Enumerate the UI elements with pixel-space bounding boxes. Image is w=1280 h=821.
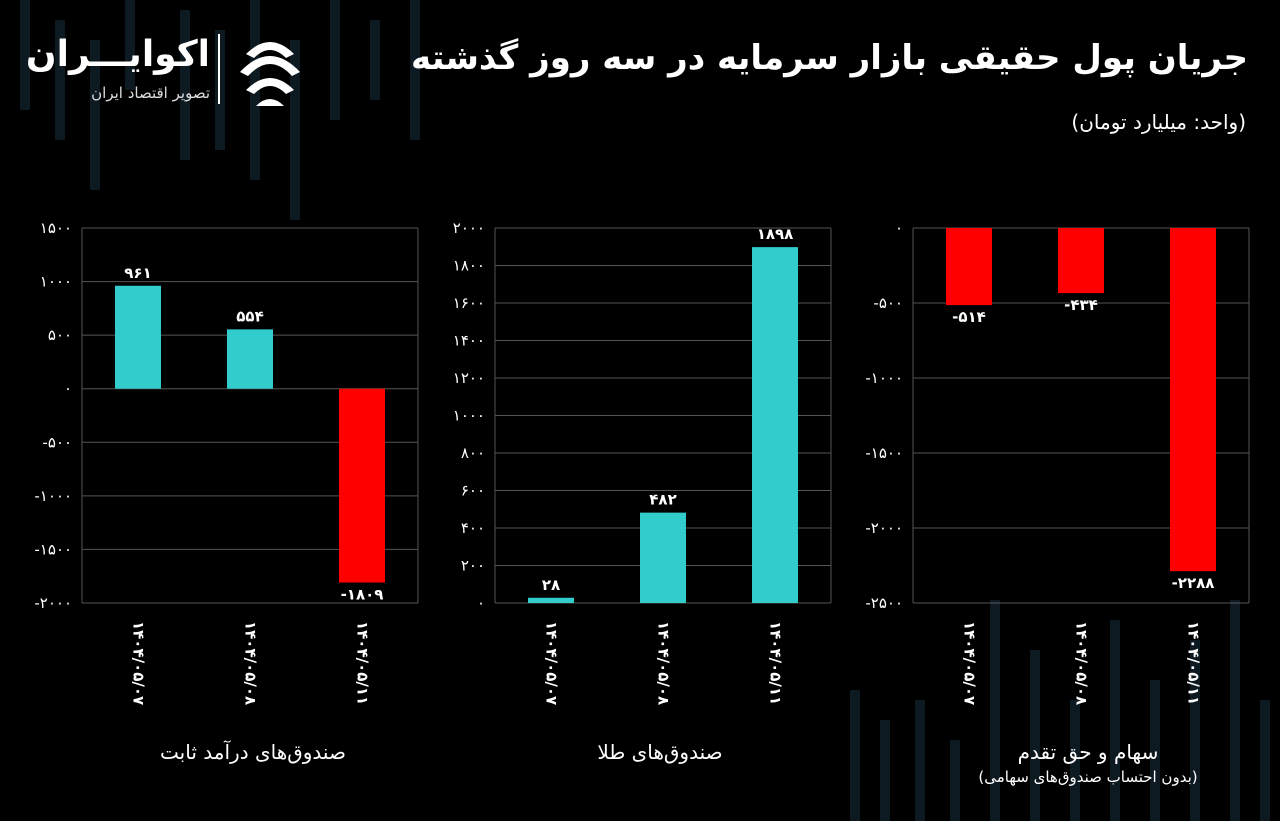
data-label: ۹۶۱ xyxy=(124,264,151,282)
bar xyxy=(1058,228,1104,294)
background-candle xyxy=(880,720,890,821)
background-candle xyxy=(55,20,65,140)
y-tick-label: ۶۰۰ xyxy=(461,482,485,500)
y-tick-label: -۵۰۰ xyxy=(42,433,72,451)
background-candle xyxy=(1190,640,1200,821)
data-label: -۴۳۴ xyxy=(1064,296,1098,314)
x-tick-label: ۱۴۰۴/۰۵/۱۱ xyxy=(767,621,785,705)
y-tick-label: ۵۰۰ xyxy=(48,326,72,344)
chart-title: صندوق‌های درآمد ثابت xyxy=(160,740,346,764)
data-label: -۵۱۴ xyxy=(952,308,986,326)
background-candle xyxy=(180,10,190,160)
y-tick-label: ۱۲۰۰ xyxy=(453,369,485,387)
chart-3: ۰ -۵۰۰ -۱۰۰۰ -۱۵۰۰ -۲۰۰۰ -۲۵۰۰ -۵۱۴ ۱۴۰۴/۰۵/۰۷ -… xyxy=(865,219,1250,705)
bar xyxy=(115,285,161,389)
data-label: -۲۲۸۸ xyxy=(1172,574,1215,592)
y-tick-label: ۰ xyxy=(477,594,485,612)
y-tick-label: ۱۶۰۰ xyxy=(453,294,485,312)
y-tick-label: -۲۰۰۰ xyxy=(865,519,903,537)
logo-tagline: تصویر اقتصاد ایران xyxy=(91,84,210,102)
background-candle xyxy=(1150,680,1160,821)
data-label: ۲۸ xyxy=(542,576,560,594)
x-tick-label: ۱۴۰۴/۰۵/۱۱ xyxy=(1185,621,1203,705)
chart-1: ۱۵۰۰ ۱۰۰۰ ۵۰۰ ۰ -۵۰۰ -۱۰۰۰ -۱۵۰۰ -۲۰۰۰ ۹۶۱ ۱۴۰۴/۰… xyxy=(34,219,419,705)
background-candle xyxy=(215,30,225,150)
x-tick-label: ۱۴۰۴/۰۵/۰۸ xyxy=(655,621,673,705)
bar xyxy=(946,228,992,306)
x-tick-label: ۱۴۰۴/۰۵/۰۸ xyxy=(1073,621,1091,705)
unit-label: (واحد: میلیارد تومان) xyxy=(1071,110,1246,134)
background-candle xyxy=(1230,600,1240,821)
x-tick-label: ۱۴۰۴/۰۵/۱۱ xyxy=(354,621,372,705)
background-candle xyxy=(290,40,300,220)
y-tick-label: -۲۰۰۰ xyxy=(34,594,72,612)
y-tick-label: -۱۰۰۰ xyxy=(34,487,72,505)
background-candle xyxy=(1110,620,1120,821)
data-label: ۵۵۴ xyxy=(236,307,263,325)
y-tick-label: ۲۰۰۰ xyxy=(453,219,485,237)
background-candle xyxy=(20,0,30,110)
chart-title: سهام و حق تقدم xyxy=(1017,740,1159,764)
background-candle xyxy=(1070,700,1080,821)
y-tick-label: -۵۰۰ xyxy=(873,294,903,312)
bar xyxy=(339,388,385,583)
x-tick-label: ۱۴۰۴/۰۵/۰۷ xyxy=(961,621,979,705)
y-tick-label: ۰ xyxy=(64,380,72,398)
y-tick-label: ۰ xyxy=(895,219,903,237)
y-tick-label: ۱۸۰۰ xyxy=(453,257,485,275)
y-tick-label: ۱۰۰۰ xyxy=(40,273,72,291)
y-tick-label: ۱۴۰۰ xyxy=(453,332,485,350)
logo: اکوایـــران تصویر اقتصاد ایران xyxy=(25,30,320,110)
background-candle xyxy=(125,0,135,90)
chart-2: ۲۰۰۰۱۸۰۰۱۶۰۰۱۴۰۰۱۲۰۰۱۰۰۰۸۰۰۶۰۰۴۰۰۲۰۰۰۲۸۱… xyxy=(453,219,832,705)
y-tick-label: ۸۰۰ xyxy=(461,444,485,462)
background-candle xyxy=(1030,650,1040,821)
data-label: ۱۸۹۸ xyxy=(757,225,794,243)
logo-name: اکوایـــران xyxy=(25,34,210,75)
chart-title: صندوق‌های طلا xyxy=(597,740,723,764)
background-candle xyxy=(410,0,420,140)
bar xyxy=(640,512,686,603)
bar xyxy=(528,597,574,603)
page-title: جریان پول حقیقی بازار سرمایه در سه روز گ… xyxy=(410,38,1248,78)
y-tick-label: ۱۰۰۰ xyxy=(453,407,485,425)
y-tick-label: ۱۵۰۰ xyxy=(40,219,72,237)
background-candle xyxy=(90,40,100,190)
y-tick-label: -۱۰۰۰ xyxy=(865,369,903,387)
background-candle xyxy=(1260,700,1270,821)
y-tick-label: -۱۵۰۰ xyxy=(34,540,72,558)
y-tick-label: ۲۰۰ xyxy=(461,557,485,575)
background-candle xyxy=(990,600,1000,821)
data-label: ۴۸۲ xyxy=(649,491,676,509)
background-candle xyxy=(370,20,380,100)
x-tick-label: ۱۴۰۴/۰۵/۰۷ xyxy=(543,621,561,705)
y-tick-label: -۲۵۰۰ xyxy=(865,594,903,612)
logo-mark-icon xyxy=(240,42,300,106)
background-candle xyxy=(850,690,860,821)
data-label: -۱۸۰۹ xyxy=(341,586,384,604)
y-tick-label: ۴۰۰ xyxy=(461,519,485,537)
background-candle xyxy=(915,700,925,821)
logo-divider xyxy=(218,34,220,104)
background-candle xyxy=(950,740,960,821)
bar xyxy=(752,247,798,603)
chart-subtitle: (بدون احتساب صندوق‌های سهامی) xyxy=(978,768,1198,786)
bar xyxy=(227,329,273,389)
x-tick-label: ۱۴۰۴/۰۵/۰۷ xyxy=(130,621,148,705)
y-tick-label: -۱۵۰۰ xyxy=(865,444,903,462)
x-tick-label: ۱۴۰۴/۰۵/۰۸ xyxy=(242,621,260,705)
bar xyxy=(1170,228,1216,572)
background-candle xyxy=(330,0,340,120)
